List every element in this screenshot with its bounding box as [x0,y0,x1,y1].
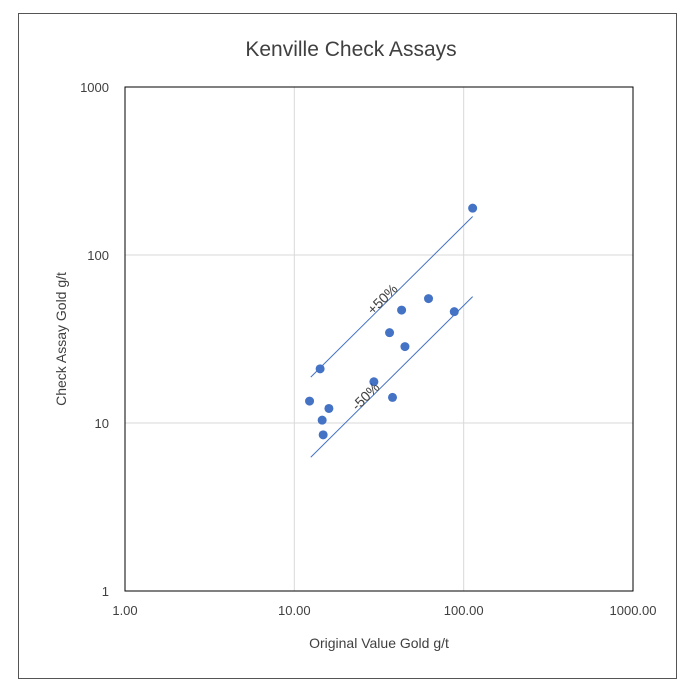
chart-frame [18,13,677,679]
x-tick-label: 100.00 [444,603,484,618]
reference-line-plus-50 [310,216,474,378]
data-point [369,377,379,387]
data-point [318,430,328,440]
data-points [305,203,478,440]
data-point [305,396,315,406]
data-point [449,307,459,317]
x-tick-label: 10.00 [278,603,311,618]
data-point [424,294,434,304]
data-point [400,342,410,352]
y-tick-label: 10 [95,416,109,431]
x-axis-label: Original Value Gold g/t [309,635,449,651]
data-point [397,305,407,315]
data-point [388,392,398,402]
data-point [315,364,325,374]
y-axis-label: Check Assay Gold g/t [53,272,69,406]
data-point [468,203,478,213]
x-axis-ticks: 1.00 10.00 100.00 1000.00 [112,603,656,618]
data-point [324,403,334,413]
data-point [385,328,395,338]
reference-line-minus-50 [310,296,474,458]
data-point [317,415,327,425]
y-axis-ticks: 1 10 100 1000 [80,80,109,599]
chart-title: Kenville Check Assays [245,38,456,61]
reference-lines [310,216,474,458]
reference-line-label: +50% [364,281,401,318]
y-tick-label: 100 [87,248,109,263]
plot-area-border [124,86,634,592]
y-tick-label: 1000 [80,80,109,95]
x-tick-label: 1.00 [112,603,137,618]
grid-lines [124,86,634,592]
x-tick-label: 1000.00 [610,603,657,618]
y-tick-label: 1 [102,584,109,599]
